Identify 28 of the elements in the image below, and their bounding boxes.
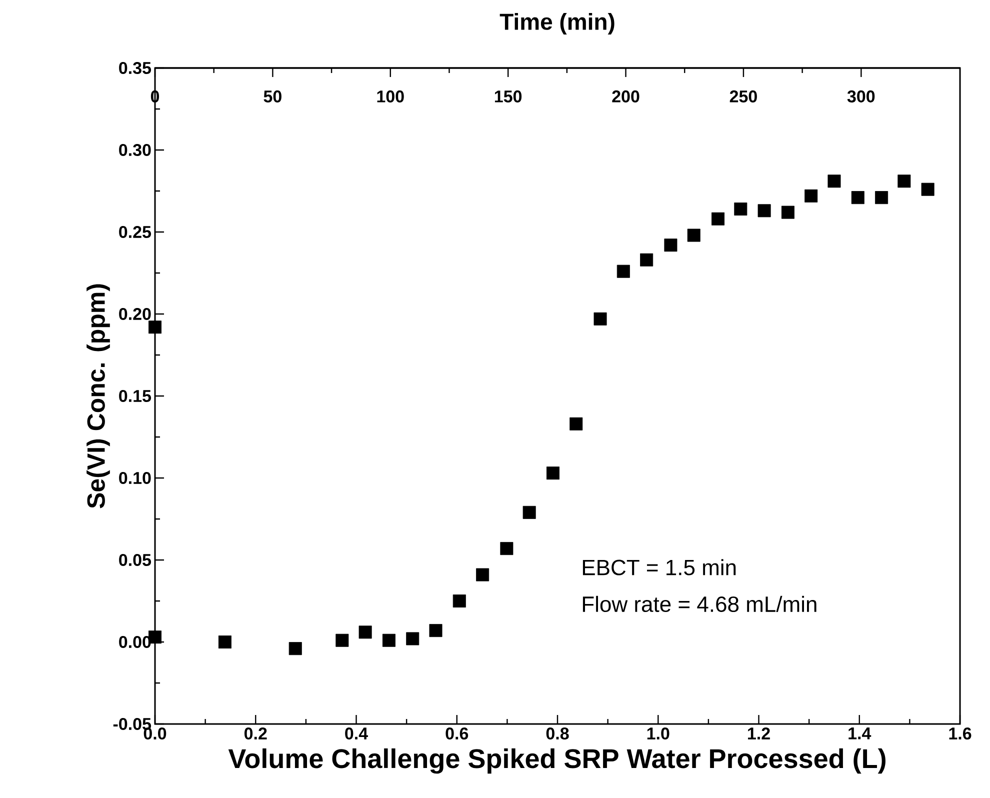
y-tick-label: 0.15 <box>119 390 152 402</box>
x2-tick-label: 300 <box>847 90 875 102</box>
x-tick-label: 1.2 <box>748 728 770 740</box>
y-tick-label: 0.25 <box>119 226 152 238</box>
x-axis-title: Volume Challenge Spiked SRP Water Processed (L) <box>228 748 886 774</box>
y-tick-label: 0.30 <box>119 144 151 156</box>
y-tick-label: -0.05 <box>113 718 152 730</box>
x2-tick-label: 100 <box>377 90 404 102</box>
x-tick-label: 1.4 <box>848 728 872 740</box>
x2-tick-label: 250 <box>730 90 757 102</box>
y-tick-label: 0.20 <box>119 308 151 320</box>
x-tick-label: 1.0 <box>647 728 670 740</box>
x-tick-label: 1.6 <box>949 728 972 740</box>
x-tick-label: 0.4 <box>345 728 368 740</box>
x2-axis-title: Time (min) <box>500 13 614 34</box>
x2-tick-label: 50 <box>264 90 282 102</box>
annotation: Flow rate = 4.68 mL/min <box>582 596 816 612</box>
y-axis-title: Se(VI) Conc. (ppm) <box>86 284 110 508</box>
x2-tick-label: 200 <box>612 90 640 102</box>
y-tick-label: 0.00 <box>119 636 151 648</box>
x-tick-label: 0.8 <box>546 728 569 740</box>
y-tick-label: 0.05 <box>119 554 152 566</box>
y-tick-label: 0.35 <box>119 62 152 74</box>
x-tick-label: 0.2 <box>244 728 267 740</box>
x-tick-label: 0.6 <box>446 728 468 740</box>
x2-tick-label: 150 <box>494 90 522 102</box>
annotation: EBCT = 1.5 min <box>582 559 736 576</box>
y-tick-label: 0.10 <box>119 472 151 484</box>
